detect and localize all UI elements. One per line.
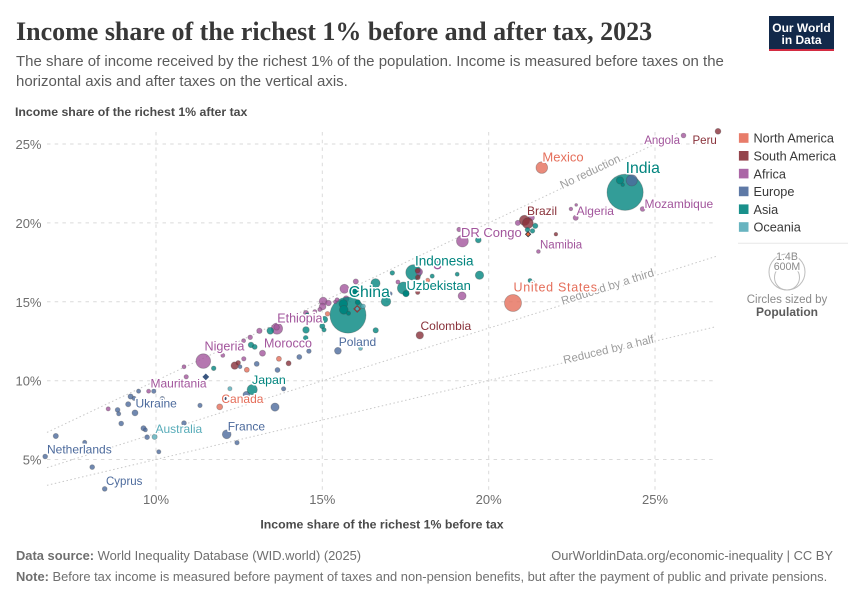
svg-text:20%: 20% [15,216,41,231]
svg-text:Uzbekistan: Uzbekistan [407,278,471,293]
svg-text:Colombia: Colombia [421,319,472,333]
svg-text:Mexico: Mexico [542,150,583,165]
svg-text:600M: 600M [774,261,801,273]
svg-text:20%: 20% [476,492,502,507]
svg-text:Poland: Poland [339,335,376,349]
svg-text:15%: 15% [15,295,41,310]
svg-text:Japan: Japan [252,373,286,387]
svg-text:DR Congo: DR Congo [461,225,522,240]
svg-text:Africa: Africa [754,167,787,181]
svg-text:Europe: Europe [754,185,795,199]
svg-text:South America: South America [754,150,837,164]
svg-text:Mozambique: Mozambique [645,197,714,211]
svg-text:Population: Population [756,305,818,319]
svg-text:Nigeria: Nigeria [205,340,245,354]
svg-text:Indonesia: Indonesia [415,254,474,269]
svg-text:Income share of the richest 1%: Income share of the richest 1% after tax [15,105,248,119]
svg-text:10%: 10% [15,374,41,389]
svg-text:1.4B: 1.4B [776,251,798,263]
svg-text:Netherlands: Netherlands [47,443,112,457]
svg-text:Cyprus: Cyprus [106,476,143,488]
svg-text:10%: 10% [143,492,169,507]
svg-text:Income share of the richest 1%: Income share of the richest 1% before ta… [260,518,503,532]
svg-text:Oceania: Oceania [754,221,802,235]
svg-text:China: China [349,284,390,301]
svg-text:Circles sized by: Circles sized by [747,294,828,306]
svg-text:Ethiopia: Ethiopia [277,312,322,326]
svg-text:Mauritania: Mauritania [151,377,207,391]
svg-text:25%: 25% [15,137,41,152]
svg-text:Ukraine: Ukraine [136,397,178,411]
svg-text:Peru: Peru [693,135,717,147]
svg-text:India: India [626,160,660,177]
svg-text:Canada: Canada [221,392,263,406]
svg-text:United States: United States [514,281,598,295]
svg-text:Brazil: Brazil [527,204,557,218]
svg-text:Asia: Asia [754,203,780,217]
svg-text:North America: North America [754,132,835,146]
svg-text:Namibia: Namibia [540,240,583,252]
svg-text:Australia: Australia [156,422,203,436]
svg-text:15%: 15% [309,492,335,507]
svg-text:25%: 25% [642,492,668,507]
svg-text:Algeria: Algeria [577,204,615,218]
svg-text:Angola: Angola [644,135,680,147]
svg-text:Morocco: Morocco [264,337,312,351]
svg-text:France: France [228,420,266,434]
svg-text:5%: 5% [23,453,42,468]
